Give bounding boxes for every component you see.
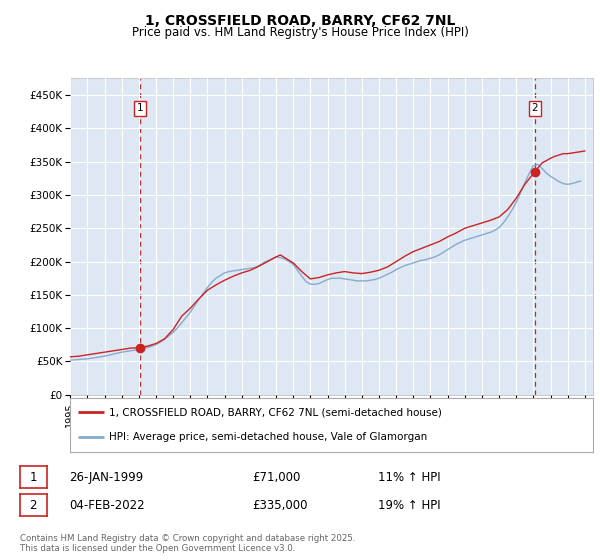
Text: 2: 2 bbox=[29, 498, 37, 512]
Text: 2: 2 bbox=[532, 104, 538, 113]
Text: 04-FEB-2022: 04-FEB-2022 bbox=[69, 498, 145, 512]
Text: 26-JAN-1999: 26-JAN-1999 bbox=[69, 470, 143, 484]
Text: 1: 1 bbox=[29, 470, 37, 484]
Text: HPI: Average price, semi-detached house, Vale of Glamorgan: HPI: Average price, semi-detached house,… bbox=[109, 432, 428, 442]
Text: Price paid vs. HM Land Registry's House Price Index (HPI): Price paid vs. HM Land Registry's House … bbox=[131, 26, 469, 39]
Text: Contains HM Land Registry data © Crown copyright and database right 2025.
This d: Contains HM Land Registry data © Crown c… bbox=[20, 534, 355, 553]
Text: 19% ↑ HPI: 19% ↑ HPI bbox=[378, 498, 440, 512]
Text: 1, CROSSFIELD ROAD, BARRY, CF62 7NL (semi-detached house): 1, CROSSFIELD ROAD, BARRY, CF62 7NL (sem… bbox=[109, 407, 442, 417]
Text: 11% ↑ HPI: 11% ↑ HPI bbox=[378, 470, 440, 484]
Text: 1: 1 bbox=[137, 104, 143, 113]
Text: £335,000: £335,000 bbox=[252, 498, 308, 512]
Text: £71,000: £71,000 bbox=[252, 470, 301, 484]
Text: 1, CROSSFIELD ROAD, BARRY, CF62 7NL: 1, CROSSFIELD ROAD, BARRY, CF62 7NL bbox=[145, 14, 455, 28]
